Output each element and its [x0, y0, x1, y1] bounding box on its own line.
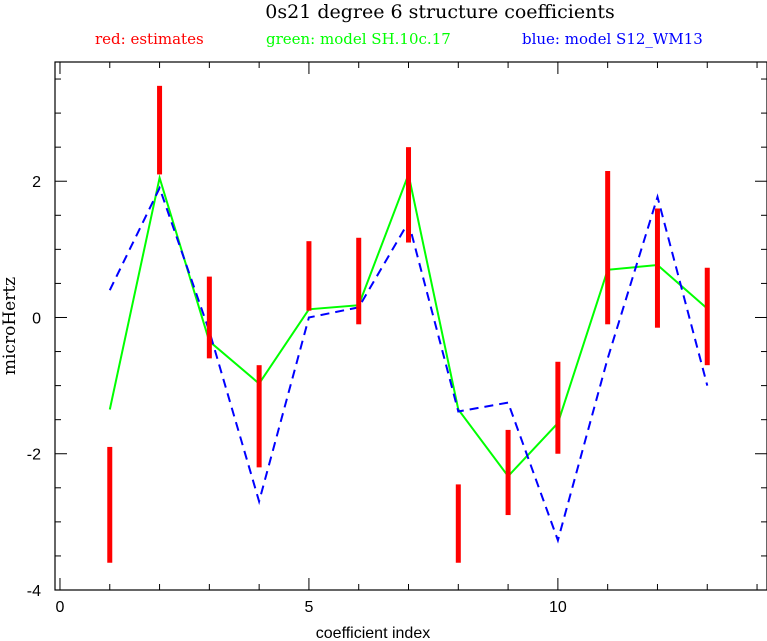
legend-entry-blue-model: blue: model S12_WM13: [522, 30, 703, 48]
y-tick-label: -2: [27, 447, 41, 464]
estimate-bar: [107, 446, 113, 563]
tick-labels: 0 5 10 -4 -2 0 2: [27, 174, 567, 616]
plot-frame: [54, 61, 767, 591]
estimate-bar: [157, 85, 163, 175]
x-tick-label: 0: [56, 599, 65, 616]
estimate-bar: [406, 147, 412, 243]
x-tick-label: 5: [304, 599, 313, 616]
legend-entry-green-model: green: model SH.10c.17: [266, 30, 451, 48]
estimate-bar: [704, 267, 710, 366]
estimate-bar: [455, 484, 461, 563]
estimate-bar: [555, 361, 561, 454]
estimate-bar: [605, 171, 611, 325]
x-axis-label: coefficient index: [316, 625, 430, 641]
estimate-bar: [206, 276, 212, 359]
legend-entry-estimates: red: estimates: [95, 30, 204, 48]
estimate-bar: [256, 365, 262, 468]
estimate-bar: [356, 237, 362, 325]
estimate-bar: [654, 208, 660, 328]
y-tick-label: -4: [27, 583, 41, 600]
estimates-layer: [107, 85, 710, 563]
y-axis-label: microHertz: [0, 277, 20, 375]
y-tick-label: 2: [32, 174, 41, 191]
estimate-bar: [306, 241, 312, 311]
axis-ticks: [55, 62, 767, 591]
y-tick-label: 0: [32, 310, 41, 327]
estimate-bar: [505, 429, 511, 516]
x-tick-label: 10: [549, 599, 567, 616]
chart-title: 0s21 degree 6 structure coefficients: [265, 1, 614, 23]
